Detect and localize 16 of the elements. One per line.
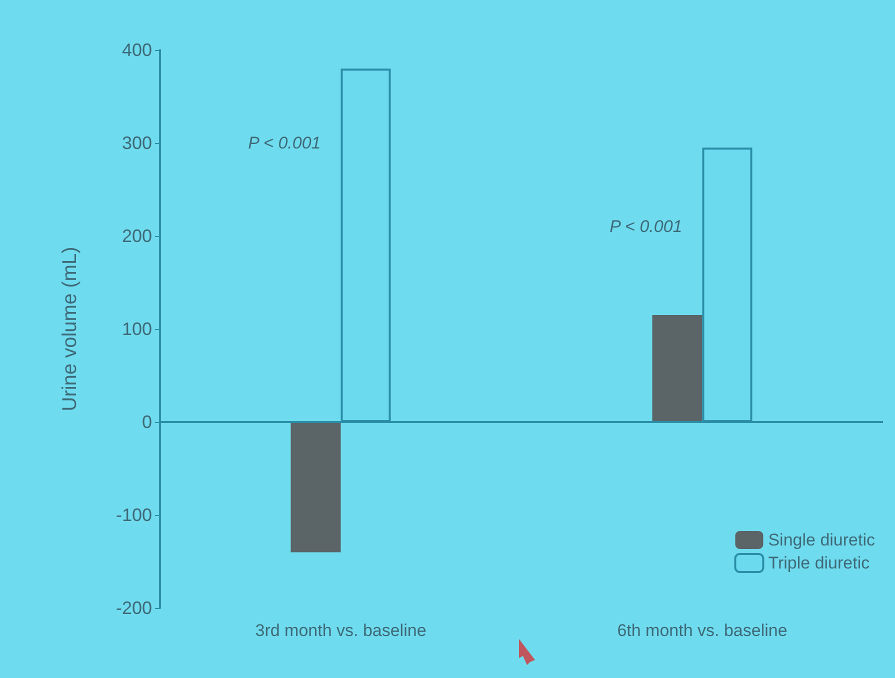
- y-tick-label: 0: [142, 412, 152, 432]
- y-tick-label: 100: [122, 319, 152, 339]
- y-tick-label: -100: [116, 505, 152, 525]
- legend-label: Triple diuretic: [768, 554, 870, 572]
- bar: [290, 422, 341, 552]
- y-tick-label: 400: [122, 40, 152, 60]
- x-tick-label: 3rd month vs. baseline: [255, 621, 426, 640]
- bar: [652, 315, 702, 422]
- y-tick-label: -200: [116, 598, 152, 618]
- legend-label: Single diuretic: [768, 530, 876, 550]
- annotation: P < 0.001: [610, 217, 682, 236]
- x-tick-label: 6th month vs. baseline: [617, 621, 788, 640]
- y-tick-label: 300: [122, 133, 152, 153]
- y-tick-label: 200: [122, 226, 152, 246]
- annotation: P < 0.001: [248, 134, 321, 152]
- y-axis-title: Urine volume (mL): [59, 246, 81, 412]
